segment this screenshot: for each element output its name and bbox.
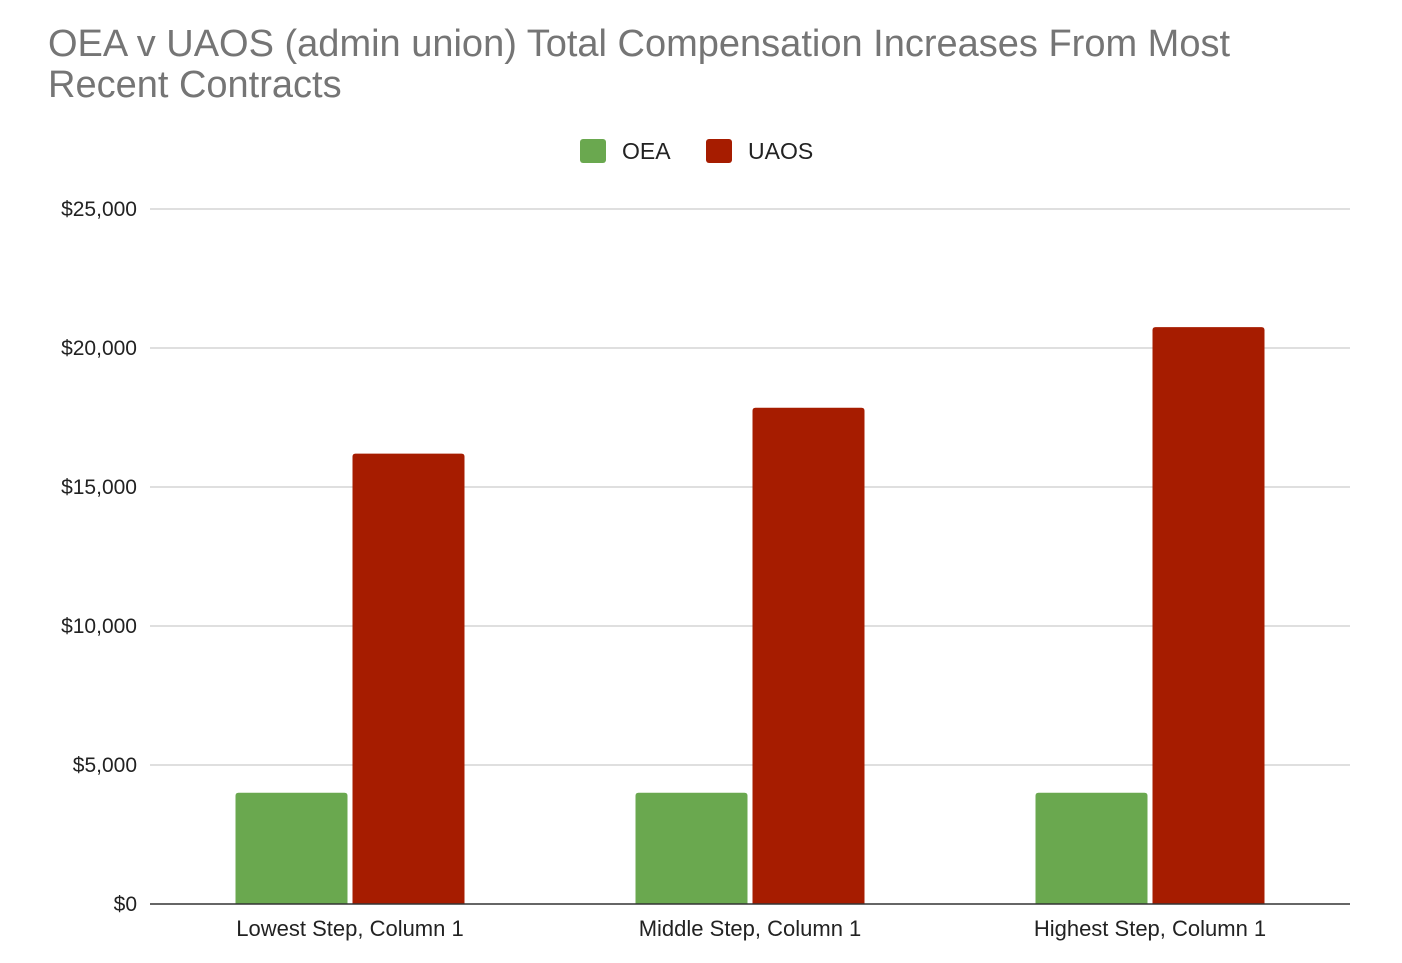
bar-uaos-1[interactable] [352,453,465,904]
y-tick-label: $0 [114,893,137,916]
y-tick-label: $5,000 [73,754,137,777]
x-tick-label: Lowest Step, Column 1 [236,916,463,941]
y-tick-label: $15,000 [61,476,137,499]
legend: OEA UAOS [580,138,813,164]
x-tick-label: Highest Step, Column 1 [1034,916,1266,941]
bars [235,327,1265,904]
chart-title-line-2: Recent Contracts [48,64,342,106]
x-axis: Lowest Step, Column 1 Middle Step, Column… [150,903,1350,941]
gridlines [150,208,1350,766]
y-tick-label: $10,000 [61,615,137,638]
legend-item-oea[interactable]: OEA [580,138,671,164]
legend-label-uaos: UAOS [748,138,813,164]
legend-swatch-oea [580,139,606,163]
bar-uaos-2[interactable] [752,407,865,904]
bar-oea-2[interactable] [635,792,748,904]
x-tick-label: Middle Step, Column 1 [639,916,862,941]
bar-uaos-3[interactable] [1152,327,1265,904]
bar-oea-3[interactable] [1035,792,1148,904]
legend-item-uaos[interactable]: UAOS [706,138,813,164]
y-tick-label: $20,000 [61,337,137,360]
legend-swatch-uaos [706,139,732,163]
y-tick-label: $25,000 [61,198,137,221]
y-axis: $0 $5,000 $10,000 $15,000 $20,000 $25,000 [61,198,137,916]
chart-title-line-1: OEA v UAOS (admin union) Total Compensat… [48,23,1230,65]
legend-label-oea: OEA [622,138,671,164]
bar-oea-1[interactable] [235,792,348,904]
